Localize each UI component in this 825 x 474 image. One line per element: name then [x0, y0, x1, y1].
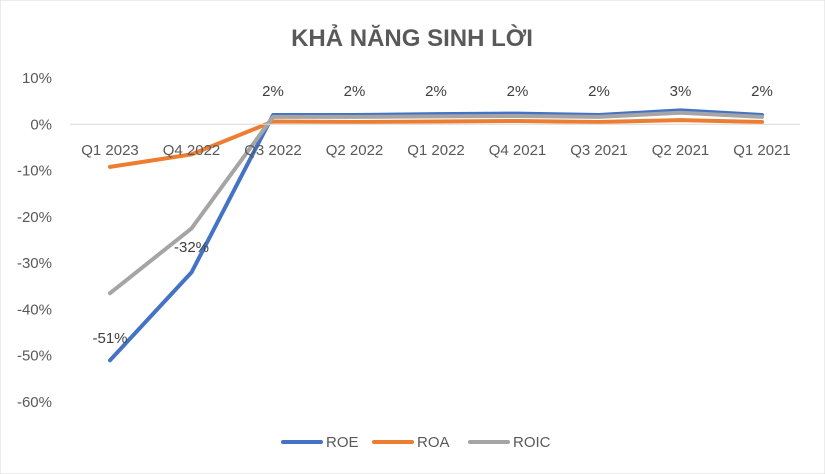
data-label: 2%: [262, 83, 284, 100]
data-label: -32%: [174, 239, 209, 256]
legend-item-roe[interactable]: ROE: [281, 434, 359, 451]
y-tick-label: -50%: [17, 348, 52, 365]
data-label: -51%: [92, 330, 127, 347]
data-label: 2%: [425, 83, 447, 100]
x-tick-label: Q1 2022: [407, 142, 465, 159]
x-tick-label: Q3 2021: [570, 142, 628, 159]
x-axis: Q1 2023 Q4 2022 Q3 2022 Q2 2022 Q1 2022 Q4 20…: [70, 123, 800, 159]
legend-label: ROIC: [513, 434, 551, 451]
x-tick-label: Q1 2023: [81, 142, 139, 159]
y-tick-label: -40%: [17, 301, 52, 318]
legend-label: ROA: [417, 434, 450, 451]
series-line-roe: [108, 108, 764, 363]
y-axis: 10% 0% -10% -20% -30% -40% -50% -60%: [17, 70, 52, 411]
series-line-roa: [108, 118, 764, 169]
data-labels: -51% -32% 2% 2% 2% 2% 2% 3% 2%: [92, 83, 772, 347]
legend-item-roic[interactable]: ROIC: [468, 434, 551, 451]
data-label: 3%: [670, 83, 692, 100]
y-tick-label: -20%: [17, 209, 52, 226]
data-label: 2%: [344, 83, 366, 100]
data-label: 2%: [751, 83, 773, 100]
plot-area: [108, 108, 764, 363]
y-tick-label: 10%: [22, 70, 52, 87]
data-label: 2%: [507, 83, 529, 100]
series-line-roic: [108, 110, 764, 296]
y-tick-label: -30%: [17, 255, 52, 272]
legend[interactable]: ROE ROA ROIC: [281, 434, 551, 451]
legend-label: ROE: [326, 434, 359, 451]
x-tick-label: Q2 2022: [326, 142, 384, 159]
chart-title: KHẢ NĂNG SINH LỜI: [291, 23, 533, 52]
x-tick-label: Q4 2021: [489, 142, 547, 159]
data-label: 2%: [588, 83, 610, 100]
y-tick-label: -10%: [17, 163, 52, 180]
x-tick-label: Q2 2021: [652, 142, 710, 159]
y-tick-label: -60%: [17, 394, 52, 411]
x-tick-label: Q4 2022: [163, 142, 221, 159]
legend-item-roa[interactable]: ROA: [372, 434, 450, 451]
x-tick-label: Q3 2022: [244, 142, 302, 159]
y-tick-label: 0%: [30, 116, 52, 133]
x-tick-label: Q1 2021: [733, 142, 791, 159]
